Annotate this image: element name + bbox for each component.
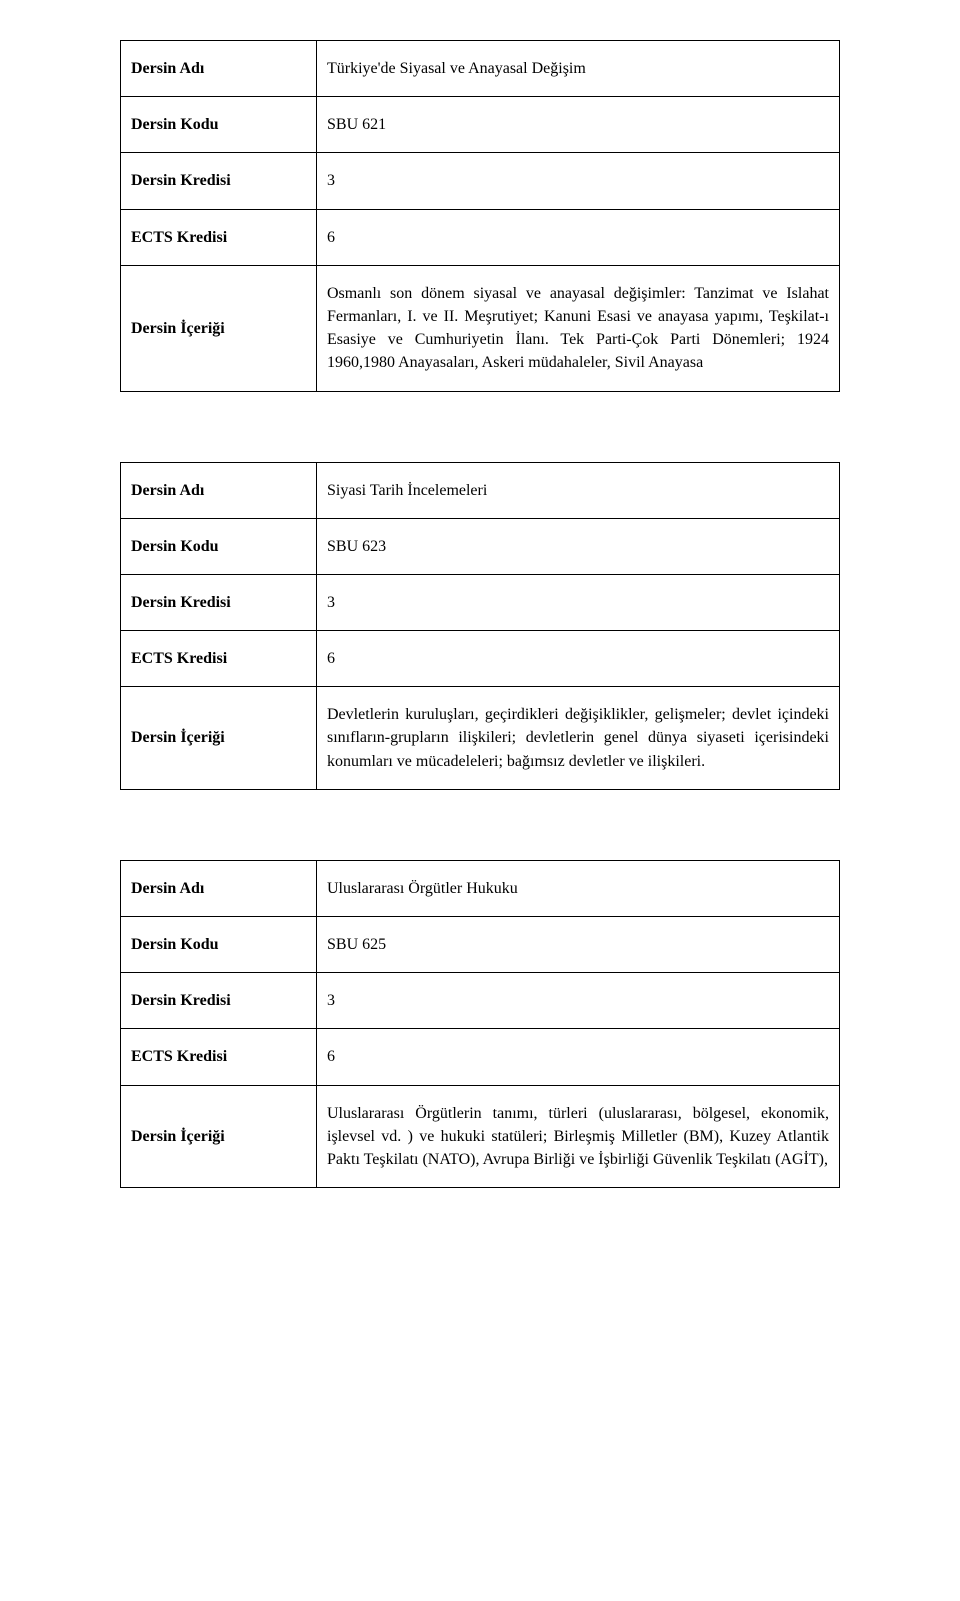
label-content: Dersin İçeriği (121, 1085, 317, 1188)
value-name: Uluslararası Örgütler Hukuku (317, 860, 840, 916)
table-row: Dersin Kodu SBU 625 (121, 917, 840, 973)
table-row: Dersin İçeriği Osmanlı son dönem siyasal… (121, 265, 840, 391)
label-name: Dersin Adı (121, 41, 317, 97)
table-row: Dersin Kredisi 3 (121, 153, 840, 209)
label-credit: Dersin Kredisi (121, 574, 317, 630)
table-row: Dersin Adı Siyasi Tarih İncelemeleri (121, 462, 840, 518)
label-credit: Dersin Kredisi (121, 973, 317, 1029)
label-name: Dersin Adı (121, 860, 317, 916)
value-credit: 3 (317, 574, 840, 630)
label-ects: ECTS Kredisi (121, 1029, 317, 1085)
table-row: Dersin İçeriği Uluslararası Örgütlerin t… (121, 1085, 840, 1188)
table-row: Dersin Kredisi 3 (121, 574, 840, 630)
label-code: Dersin Kodu (121, 917, 317, 973)
value-name: Siyasi Tarih İncelemeleri (317, 462, 840, 518)
value-credit: 3 (317, 973, 840, 1029)
value-content: Devletlerin kuruluşları, geçirdikleri de… (317, 687, 840, 790)
table-row: Dersin Adı Türkiye'de Siyasal ve Anayasa… (121, 41, 840, 97)
table-row: ECTS Kredisi 6 (121, 209, 840, 265)
course-table: Dersin Adı Siyasi Tarih İncelemeleri Der… (120, 462, 840, 790)
label-ects: ECTS Kredisi (121, 631, 317, 687)
value-code: SBU 621 (317, 97, 840, 153)
table-row: ECTS Kredisi 6 (121, 1029, 840, 1085)
label-code: Dersin Kodu (121, 97, 317, 153)
value-content: Osmanlı son dönem siyasal ve anayasal de… (317, 265, 840, 391)
value-code: SBU 623 (317, 518, 840, 574)
table-row: Dersin Adı Uluslararası Örgütler Hukuku (121, 860, 840, 916)
label-code: Dersin Kodu (121, 518, 317, 574)
label-name: Dersin Adı (121, 462, 317, 518)
value-credit: 3 (317, 153, 840, 209)
value-ects: 6 (317, 631, 840, 687)
course-table: Dersin Adı Uluslararası Örgütler Hukuku … (120, 860, 840, 1188)
table-row: Dersin Kredisi 3 (121, 973, 840, 1029)
value-name: Türkiye'de Siyasal ve Anayasal Değişim (317, 41, 840, 97)
label-credit: Dersin Kredisi (121, 153, 317, 209)
label-content: Dersin İçeriği (121, 265, 317, 391)
value-ects: 6 (317, 1029, 840, 1085)
page: Dersin Adı Türkiye'de Siyasal ve Anayasa… (0, 0, 960, 1601)
course-table: Dersin Adı Türkiye'de Siyasal ve Anayasa… (120, 40, 840, 392)
table-row: Dersin Kodu SBU 623 (121, 518, 840, 574)
value-code: SBU 625 (317, 917, 840, 973)
label-content: Dersin İçeriği (121, 687, 317, 790)
label-ects: ECTS Kredisi (121, 209, 317, 265)
table-row: Dersin İçeriği Devletlerin kuruluşları, … (121, 687, 840, 790)
table-row: ECTS Kredisi 6 (121, 631, 840, 687)
value-content: Uluslararası Örgütlerin tanımı, türleri … (317, 1085, 840, 1188)
table-row: Dersin Kodu SBU 621 (121, 97, 840, 153)
value-ects: 6 (317, 209, 840, 265)
